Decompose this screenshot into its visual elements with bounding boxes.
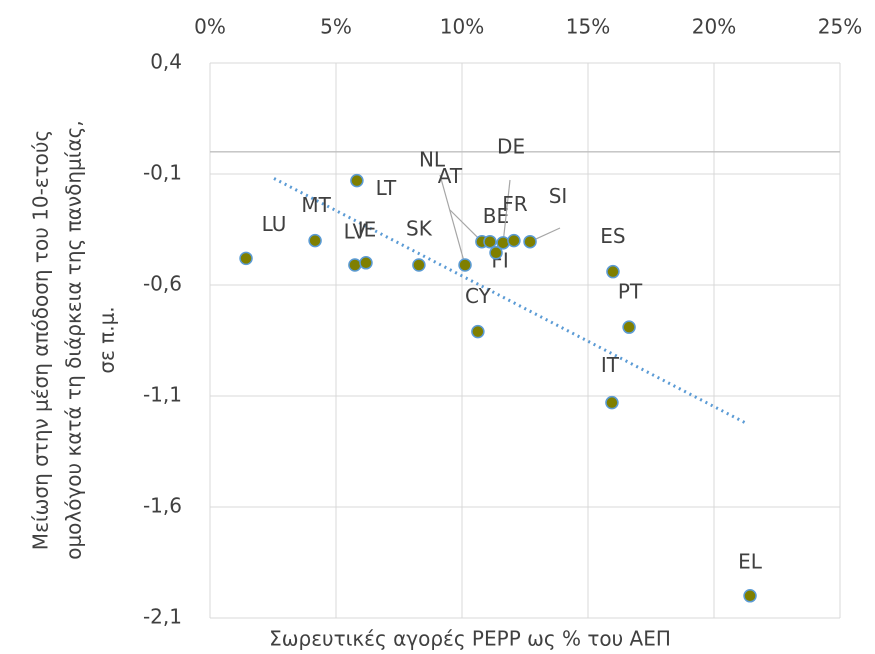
point-label: SI <box>549 184 568 208</box>
point-label: EL <box>738 549 763 573</box>
point-label: LT <box>376 176 397 200</box>
point <box>496 236 510 250</box>
point-label: IT <box>601 353 620 377</box>
y-axis-title-line: Μείωση στην μέση απόδοση του 10-ετούς <box>29 130 53 550</box>
point <box>483 234 497 249</box>
point <box>622 320 636 334</box>
x-tick-label: 0% <box>194 15 226 39</box>
y-axis-title-line: σε π.μ. <box>95 306 119 373</box>
point-label: LU <box>262 212 287 236</box>
point-label: PT <box>618 280 643 304</box>
point <box>412 258 426 272</box>
x-tick-label: 10% <box>440 15 484 39</box>
point <box>348 258 362 272</box>
x-axis-title: Σωρευτικές αγορές PEPP ως % του ΑΕΠ <box>269 627 671 651</box>
point-label: LV <box>344 220 367 244</box>
point <box>507 233 521 248</box>
y-tick-label: -1,6 <box>143 494 182 518</box>
y-tick-label: -2,1 <box>143 605 182 629</box>
point-label: ES <box>600 224 625 248</box>
leader-line <box>502 179 511 243</box>
point <box>359 256 373 270</box>
point <box>308 233 322 248</box>
point <box>489 246 503 260</box>
point-label: IE <box>358 217 377 241</box>
point-label: MT <box>301 193 331 217</box>
leader-line <box>439 174 466 266</box>
point-label: CY <box>465 284 492 308</box>
point-label: NL <box>419 148 446 172</box>
point <box>523 234 537 249</box>
point <box>471 324 485 339</box>
x-tick-label: 15% <box>566 15 610 39</box>
y-tick-label: -0,1 <box>143 161 182 185</box>
y-axis-title-line: ομολόγου κατά τη διάρκεια της πανδημίας, <box>62 120 86 560</box>
point-label: AT <box>438 164 463 188</box>
leader-line <box>449 209 483 243</box>
point <box>743 589 757 603</box>
x-tick-label: 5% <box>320 15 352 39</box>
x-tick-label: 25% <box>818 15 862 39</box>
point <box>350 173 364 188</box>
point <box>239 251 253 266</box>
y-tick-label: 0,4 <box>150 50 182 74</box>
point-label: DE <box>497 134 525 158</box>
y-tick-label: -0,6 <box>143 272 182 296</box>
point <box>605 395 619 410</box>
x-tick-label: 20% <box>692 15 736 39</box>
point-label: SK <box>406 217 433 241</box>
point <box>606 264 620 279</box>
point-label: FR <box>502 192 528 216</box>
point <box>458 258 472 272</box>
trendline <box>273 177 746 424</box>
y-tick-label: -1,1 <box>143 383 182 407</box>
y-axis-title: Μείωση στην μέση απόδοση του 10-ετούς ομ… <box>29 120 119 560</box>
